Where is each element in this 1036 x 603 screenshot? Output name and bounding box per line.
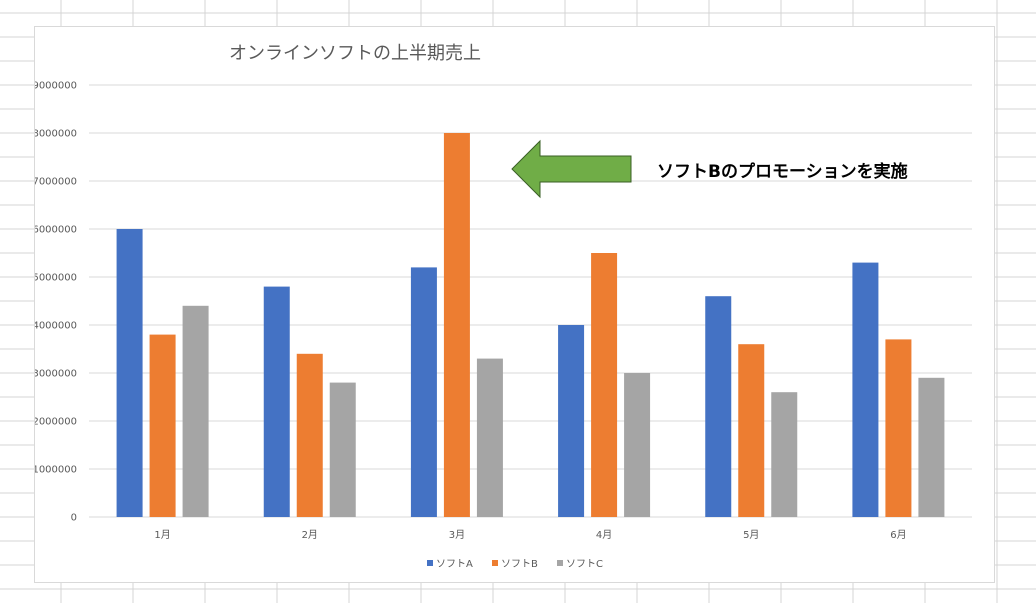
y-tick-label: 6000000	[35, 225, 77, 236]
chart-area[interactable]: オンラインソフトの上半期売上 0 1000000 2000000 3000000 400…	[34, 26, 995, 583]
x-axis-tick-labels: 1月 2月 3月 4月 5月 6月	[154, 529, 906, 541]
bar-3-2	[329, 382, 356, 517]
bar-2-5	[738, 344, 765, 517]
x-tick-label: 1月	[154, 529, 170, 541]
legend-swatch	[492, 560, 498, 566]
legend: ソフトA ソフトB ソフトC	[427, 559, 603, 570]
bar-2-3	[443, 133, 470, 517]
bar-1-4	[558, 325, 585, 517]
bar-2-6	[885, 339, 912, 517]
bar-1-2	[263, 286, 290, 517]
y-tick-label: 1000000	[35, 465, 77, 476]
y-tick-label: 7000000	[35, 177, 77, 188]
column-chart: オンラインソフトの上半期売上 0 1000000 2000000 3000000 400…	[35, 43, 972, 570]
x-tick-label: 6月	[890, 529, 906, 541]
bar-1-5	[705, 296, 732, 517]
y-tick-label: 5000000	[35, 273, 77, 284]
bar-1-1	[116, 229, 143, 517]
legend-swatch	[557, 560, 563, 566]
bar-1-6	[852, 262, 879, 517]
bar-3-4	[624, 373, 651, 517]
bars	[116, 133, 945, 517]
legend-label: ソフトB	[501, 559, 538, 570]
annotation: ソフトBのプロモーションを実施	[511, 139, 908, 199]
bar-2-4	[591, 253, 618, 517]
y-tick-label: 2000000	[35, 417, 77, 428]
y-axis-tick-labels: 0 1000000 2000000 3000000 4000000 5000000 6000…	[35, 81, 77, 524]
green-arrow-shape	[511, 139, 632, 199]
legend-label: ソフトA	[436, 559, 473, 570]
x-tick-label: 4月	[596, 529, 612, 541]
legend-swatch	[427, 560, 433, 566]
bar-2-2	[296, 353, 323, 517]
x-tick-label: 5月	[743, 529, 759, 541]
y-tick-label: 8000000	[35, 129, 77, 140]
bar-3-6	[918, 377, 945, 517]
y-tick-label: 9000000	[35, 81, 77, 92]
bar-3-5	[771, 392, 798, 517]
bar-3-3	[476, 358, 503, 517]
legend-label: ソフトC	[566, 559, 603, 570]
annotation-text: ソフトBのプロモーションを実施	[657, 161, 908, 182]
chart-title: オンラインソフトの上半期売上	[229, 43, 481, 64]
bar-3-1	[182, 305, 209, 517]
x-tick-label: 2月	[302, 529, 318, 541]
y-tick-label: 4000000	[35, 321, 77, 332]
gridlines	[89, 84, 972, 518]
y-tick-label: 0	[71, 513, 77, 524]
bar-2-1	[149, 334, 176, 517]
x-tick-label: 3月	[449, 529, 465, 541]
bar-1-3	[410, 267, 437, 517]
y-tick-label: 3000000	[35, 369, 77, 380]
